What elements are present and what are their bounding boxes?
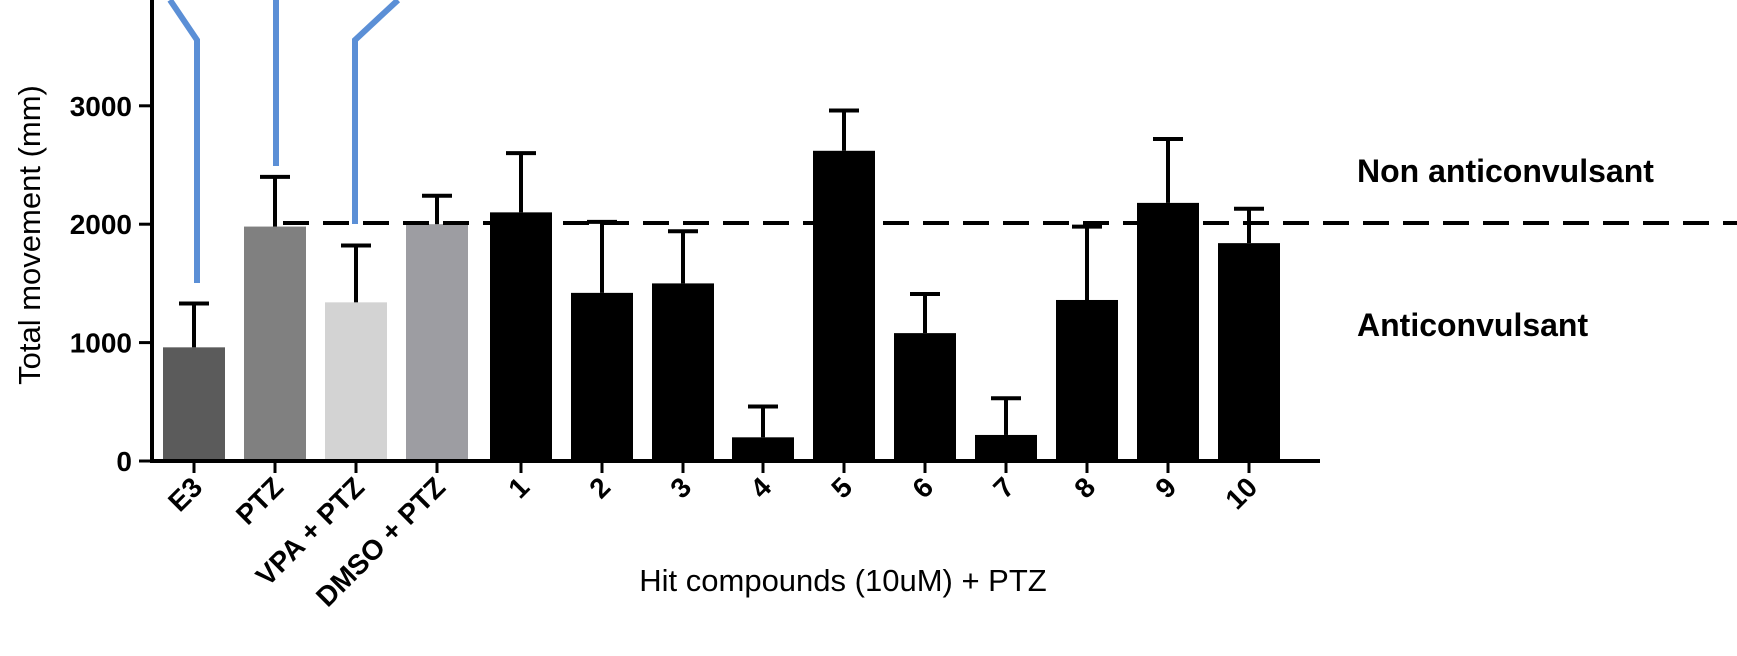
x-tick-label-8: 8 (1068, 471, 1101, 504)
x-tick-label-6: 6 (906, 471, 939, 504)
bar-4 (732, 437, 794, 461)
bar-ptz (244, 227, 306, 461)
bar-3 (652, 283, 714, 461)
x-tick-label-3: 3 (664, 471, 697, 504)
x-tick-label-10: 10 (1219, 471, 1263, 515)
bar-8 (1056, 300, 1118, 461)
bar-1 (490, 212, 552, 461)
y-tick-label-3000: 3000 (70, 91, 132, 122)
bar-2 (571, 293, 633, 461)
annotation-anticonvulsant: Anticonvulsant (1357, 307, 1588, 343)
x-tick-label-7: 7 (987, 471, 1020, 504)
x-tick-label-5: 5 (825, 471, 858, 504)
x-tick-label-4: 4 (744, 471, 777, 504)
x-tick-label-2: 2 (583, 471, 616, 504)
bar-5 (813, 151, 875, 461)
y-ticks-group: 0 1000 2000 3000 (70, 91, 152, 477)
x-tick-label-9: 9 (1149, 471, 1182, 504)
x-axis-title: Hit compounds (10uM) + PTZ (639, 563, 1046, 598)
y-tick-label-1000: 1000 (70, 328, 132, 359)
y-tick-label-0: 0 (116, 446, 132, 477)
bar-7 (975, 435, 1037, 461)
bar-10 (1218, 243, 1280, 461)
bar-vpa-ptz (325, 302, 387, 461)
bar-e3 (163, 347, 225, 461)
y-tick-label-2000: 2000 (70, 209, 132, 240)
bars-group (163, 151, 1280, 461)
x-tick-label-1: 1 (502, 471, 535, 504)
y-axis-title: Total movement (mm) (12, 85, 47, 385)
x-tick-label-e3: E3 (162, 471, 208, 517)
annotation-non-anticonvulsant: Non anticonvulsant (1357, 153, 1654, 189)
bar-dmso-ptz (406, 224, 468, 461)
connector-line-3 (355, 0, 398, 224)
x-tick-label-ptz: PTZ (230, 471, 289, 530)
connector-line-1 (170, 0, 197, 283)
bar-9 (1137, 203, 1199, 461)
bar-6 (894, 333, 956, 461)
